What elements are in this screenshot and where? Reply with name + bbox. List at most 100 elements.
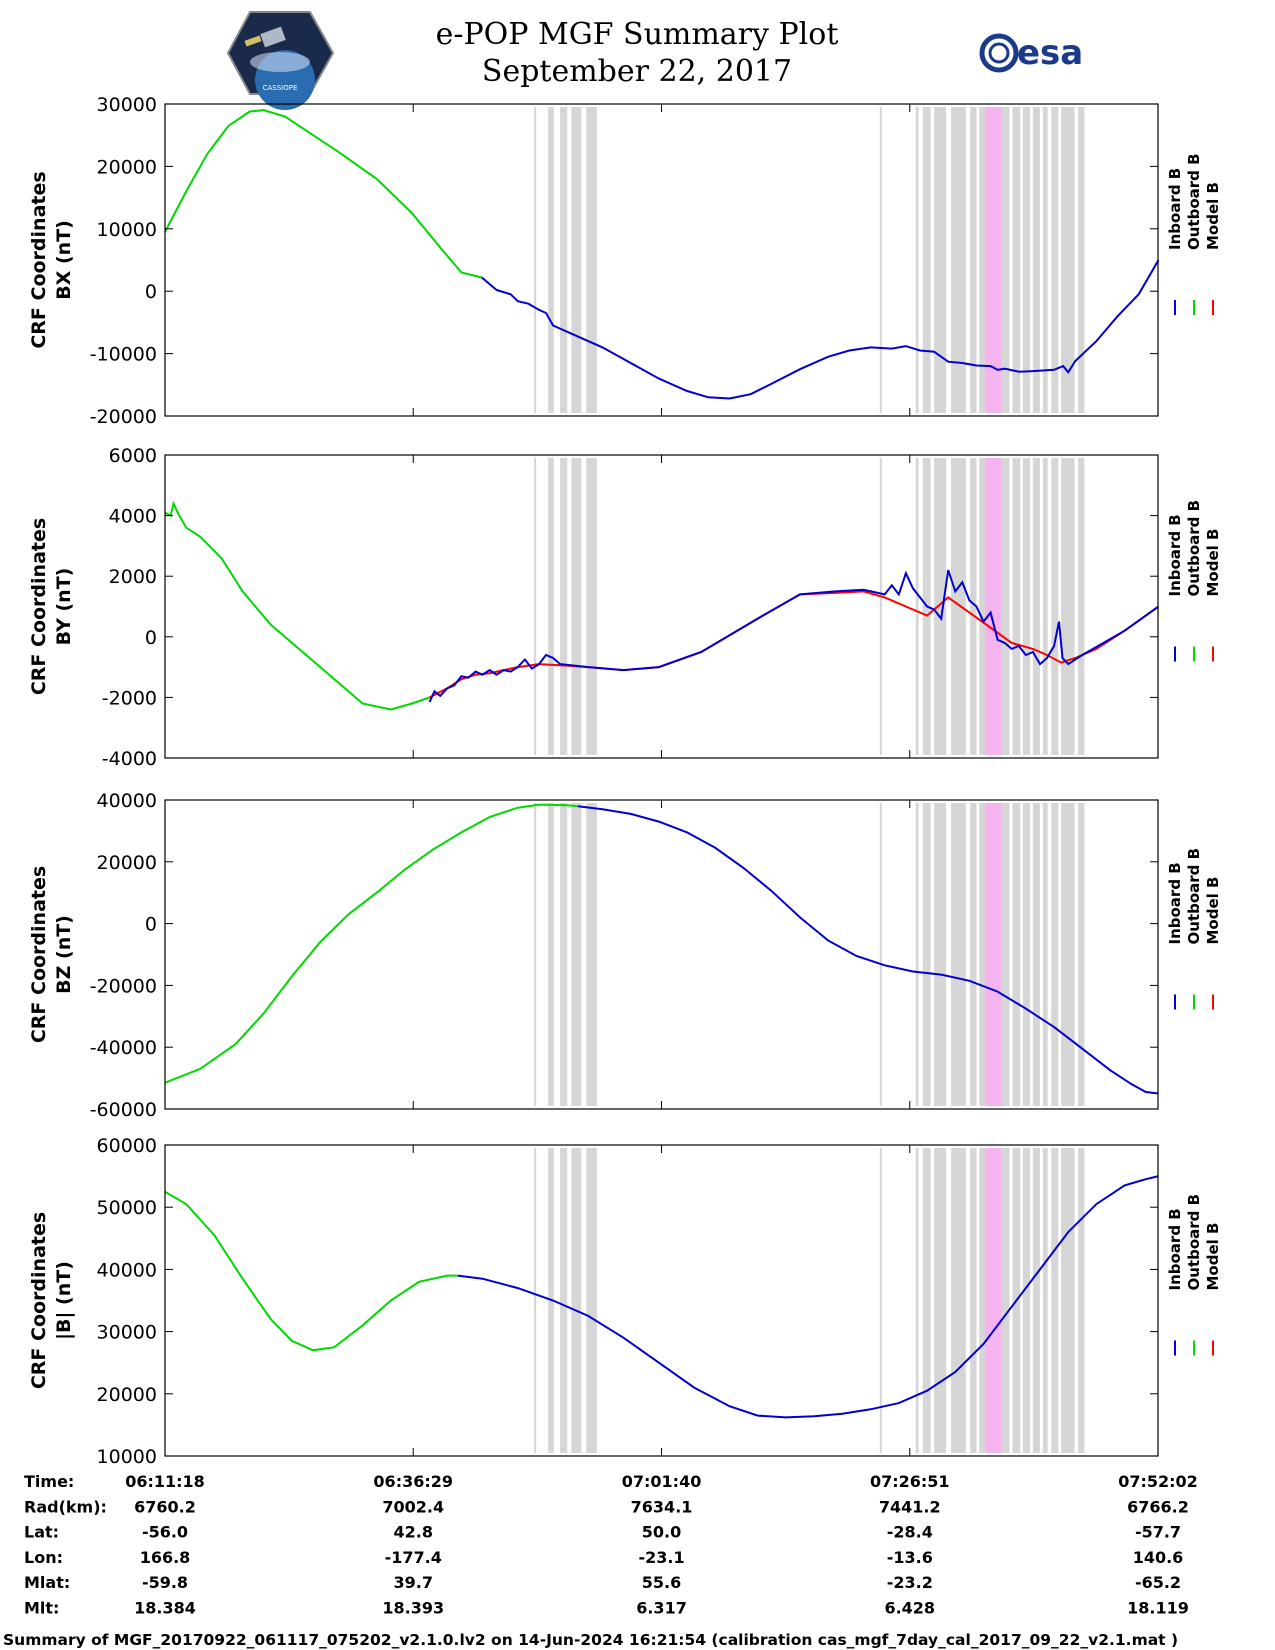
data-gap-band — [548, 107, 554, 413]
y-tick-label: 10000 — [97, 219, 157, 241]
data-gap-band — [970, 803, 977, 1106]
info-cell: 42.8 — [393, 1523, 432, 1542]
data-gap-band — [934, 1148, 947, 1453]
info-row-label: Mlt: — [24, 1599, 59, 1618]
data-gap-band — [922, 107, 931, 413]
data-gap-band — [934, 107, 947, 413]
info-cell: -56.0 — [142, 1523, 188, 1542]
y-tick-label: 2000 — [109, 566, 157, 588]
data-gap-band — [1001, 458, 1010, 755]
y-tick-label: 20000 — [97, 852, 157, 874]
data-gap-band — [1042, 1148, 1048, 1453]
panel-4: 60000 50000 40000 30000 20000 10000 CRF Coordi… — [28, 1135, 1222, 1468]
series-line-outboard — [164, 109, 483, 279]
y-axis-label-line1: CRF Coordinates — [28, 1212, 50, 1389]
data-gap-band — [560, 803, 568, 1106]
info-cell: 07:26:51 — [870, 1472, 950, 1491]
data-gap-band — [1032, 1148, 1040, 1453]
plot-date: September 22, 2017 — [482, 54, 792, 89]
pink-interval-band — [984, 803, 1002, 1106]
series-line-outboard — [164, 1190, 458, 1352]
info-cell: 7002.4 — [382, 1497, 444, 1516]
info-cell: -28.4 — [887, 1523, 933, 1542]
y-tick-label: -60000 — [90, 1099, 157, 1121]
y-tick-label: 4000 — [109, 506, 157, 528]
series-line-outboard — [164, 500, 430, 711]
data-gap-band — [979, 458, 985, 755]
data-gap-band — [571, 458, 582, 755]
y-tick-label: -40000 — [90, 1037, 157, 1059]
info-cell: 6760.2 — [134, 1497, 196, 1516]
info-cell: -177.4 — [385, 1548, 442, 1567]
series-line-inboard — [457, 1175, 1159, 1419]
legend-label: Outboard B — [1185, 500, 1203, 597]
data-gap-band — [534, 107, 537, 413]
data-gap-band — [951, 1148, 966, 1453]
data-gap-band — [560, 1148, 568, 1453]
series-line-model — [429, 590, 1160, 699]
data-gap-band — [1078, 107, 1085, 413]
info-row-label: Lon: — [24, 1548, 63, 1567]
info-cell: 6766.2 — [1127, 1497, 1189, 1516]
y-tick-label: 0 — [145, 914, 157, 936]
data-gap-band — [951, 803, 966, 1106]
y-tick-label: 30000 — [97, 1322, 157, 1344]
y-tick-label: 0 — [145, 627, 157, 649]
data-gap-band — [1012, 107, 1021, 413]
info-cell: -57.7 — [1135, 1523, 1181, 1542]
info-row-label: Rad(km): — [24, 1497, 107, 1516]
series-line-inboard — [577, 805, 1159, 1095]
footer-caption: Summary of MGF_20170922_061117_075202_v2… — [3, 1631, 1178, 1649]
info-cell: 06:36:29 — [373, 1472, 453, 1491]
y-tick-label: 50000 — [97, 1197, 157, 1219]
pink-interval-band — [984, 458, 1002, 755]
info-row-label: Time: — [24, 1472, 74, 1491]
data-gap-band — [1042, 803, 1048, 1106]
data-gap-band — [560, 107, 568, 413]
y-tick-label: 30000 — [97, 94, 157, 116]
y-tick-label: -20000 — [90, 975, 157, 997]
info-cell: 06:11:18 — [125, 1472, 205, 1491]
data-gap-band — [1051, 1148, 1059, 1453]
info-cell: 166.8 — [140, 1548, 191, 1567]
info-cell: 7634.1 — [631, 1497, 693, 1516]
y-tick-label: 60000 — [97, 1135, 157, 1157]
plot-title: e-POP MGF Summary Plot — [436, 17, 839, 52]
y-tick-label: -20000 — [90, 406, 157, 428]
info-cell: 07:01:40 — [622, 1472, 702, 1491]
pink-interval-band — [984, 1148, 1002, 1453]
data-gap-band — [586, 803, 597, 1106]
data-gap-band — [922, 803, 931, 1106]
data-gap-band — [586, 1148, 597, 1453]
data-gap-band — [915, 458, 919, 755]
y-tick-label: -10000 — [90, 344, 157, 366]
info-cell: -13.6 — [887, 1548, 933, 1567]
y-tick-label: 20000 — [97, 156, 157, 178]
info-row-label: Mlat: — [24, 1573, 70, 1592]
data-gap-band — [922, 1148, 931, 1453]
data-gap-band — [548, 803, 554, 1106]
data-gap-band — [1061, 1148, 1075, 1453]
data-gap-band — [1001, 803, 1010, 1106]
legend-label: Inboard B — [1166, 514, 1184, 596]
info-cell: 50.0 — [642, 1523, 681, 1542]
legend-label: Inboard B — [1166, 168, 1184, 250]
y-axis-label-line2: |B| (nT) — [53, 1261, 75, 1340]
data-gap-band — [534, 1148, 537, 1453]
series-line-outboard — [164, 803, 578, 1084]
data-gap-band — [1078, 1148, 1085, 1453]
data-gap-band — [571, 803, 582, 1106]
data-gap-band — [1023, 107, 1031, 413]
data-gap-band — [1032, 803, 1040, 1106]
data-gap-band — [1042, 458, 1048, 755]
data-gap-band — [934, 803, 947, 1106]
data-gap-band — [1051, 803, 1059, 1106]
legend-label: Inboard B — [1166, 1208, 1184, 1290]
info-cell: 39.7 — [393, 1573, 432, 1592]
data-gap-band — [915, 1148, 919, 1453]
series-line-inboard — [428, 569, 1160, 703]
cassiope-logo-text: CASSIOPE — [263, 84, 298, 92]
data-gap-band — [1032, 458, 1040, 755]
y-tick-label: -2000 — [102, 687, 157, 709]
data-gap-band — [915, 107, 919, 413]
